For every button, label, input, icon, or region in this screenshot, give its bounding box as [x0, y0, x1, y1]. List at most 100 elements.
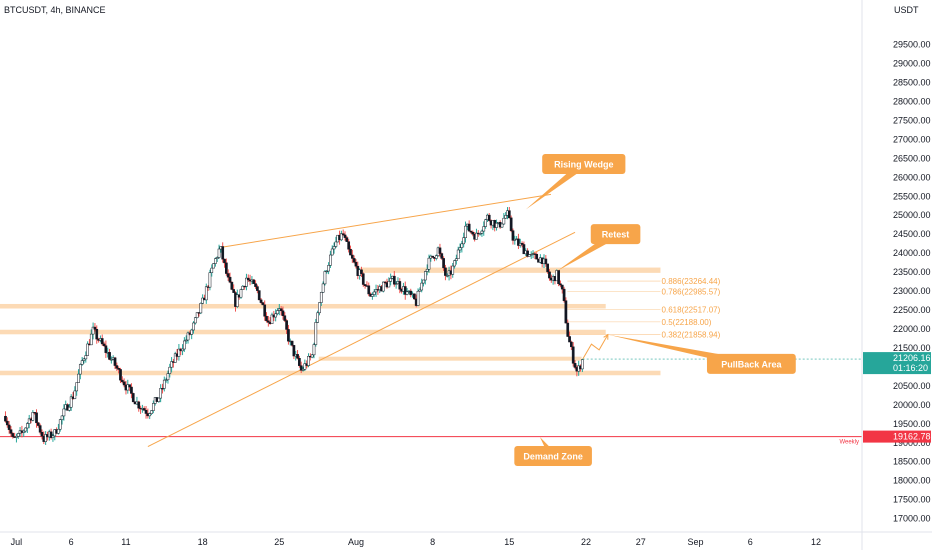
candle-body [164, 379, 168, 381]
candle-body [571, 346, 575, 364]
candle-body [274, 313, 278, 318]
y-tick-label: 27500.00 [893, 115, 931, 125]
candle-body [252, 279, 256, 284]
candle-body [214, 258, 217, 264]
candle-body [193, 317, 197, 324]
fib-label: 0.382(21858.94) [662, 330, 721, 339]
zone-rect [0, 329, 606, 335]
candle-body [217, 248, 221, 258]
candle-body [478, 233, 482, 235]
candle-body [144, 410, 148, 414]
candle-body [403, 286, 407, 295]
candle-body [7, 424, 11, 430]
candle-body [504, 215, 508, 219]
callout-label: Demand Zone [523, 452, 583, 462]
candle-body [279, 308, 283, 312]
candle-body [475, 232, 478, 240]
candle-body [148, 413, 152, 417]
candle-body [535, 254, 539, 260]
candle-body [398, 281, 402, 290]
candle-body [511, 230, 515, 241]
candle-body [382, 281, 385, 292]
x-tick-label: Aug [348, 537, 364, 547]
candle-body [199, 303, 203, 314]
candle-body [162, 379, 166, 389]
candle-body [420, 282, 424, 291]
candle-body [292, 345, 296, 357]
candle-body [261, 302, 265, 306]
candle-body [120, 379, 124, 383]
y-tick-label: 24000.00 [893, 248, 931, 258]
candle-body [573, 363, 577, 368]
candle-body [422, 279, 425, 284]
candle-body [86, 343, 89, 356]
time-axis[interactable]: Jul 6 11 18 25 Aug 8 15 22 27 Sep 6 12 [0, 531, 932, 547]
candle-body [325, 270, 329, 273]
candle-body [283, 315, 287, 321]
fibonacci-layer: 0.886(23264.44) 0.786(22985.57) 0.618(2251… [0, 277, 862, 446]
x-tick-label: Jul [11, 537, 23, 547]
candle-body [440, 253, 444, 259]
candle-body [195, 312, 199, 318]
y-tick-label: 17500.00 [893, 495, 931, 505]
callout-box [706, 353, 796, 374]
candle-body [91, 326, 95, 335]
wedge-trendline [220, 193, 552, 248]
candle-body [270, 314, 274, 324]
candle-body [75, 382, 79, 392]
candle-body [186, 332, 190, 341]
candle-body [372, 291, 376, 295]
candle-body [73, 390, 77, 399]
candle-body [226, 273, 230, 278]
x-tick-label: 8 [430, 537, 435, 547]
fib-label: 0.786(22985.57) [662, 288, 721, 297]
price-axis[interactable]: 17000.00 17500.00 18000.00 18500.00 19000.00… [861, 0, 931, 550]
candle-body [184, 339, 188, 342]
candle-body [24, 427, 27, 432]
candle-body [131, 393, 135, 403]
candle-body [232, 289, 236, 293]
candle-body [77, 373, 80, 383]
candle-body [319, 292, 323, 303]
candle-body [254, 283, 257, 287]
candle-body [151, 403, 155, 411]
candle-body [170, 361, 173, 368]
candle-body [35, 412, 38, 424]
candle-body [235, 294, 239, 307]
candle-body [520, 242, 524, 245]
candle-body [78, 364, 82, 375]
candle-body [431, 255, 434, 258]
candle-body [312, 344, 316, 356]
candle-body [360, 269, 363, 274]
candle-body [405, 291, 409, 295]
candle-body [557, 270, 560, 285]
weekly-price-badge [863, 430, 931, 443]
candle-body [265, 315, 268, 322]
candle-body [480, 230, 484, 234]
candle-body [239, 289, 243, 298]
x-tick-label: 6 [69, 537, 74, 547]
candle-body [15, 435, 18, 438]
candle-body [564, 300, 568, 324]
candle-body [442, 258, 445, 269]
candle-body [49, 431, 53, 438]
candle-body [350, 254, 354, 259]
candle-body [157, 397, 161, 402]
candle-body [409, 290, 413, 296]
candle-body [467, 223, 471, 232]
candle-body [192, 322, 195, 331]
candle-body [128, 384, 131, 388]
candle-body [113, 357, 117, 366]
y-tick-label: 24500.00 [893, 229, 931, 239]
callout-box [542, 154, 626, 175]
candle-body [296, 354, 299, 359]
current-price-value: 21206.16 [893, 353, 931, 363]
candle-body [528, 254, 531, 257]
candle-body [181, 348, 184, 352]
candle-body [361, 273, 365, 285]
candle-body [548, 271, 551, 279]
candle-body [142, 408, 146, 411]
candle-body [423, 271, 427, 281]
candle-body [100, 338, 104, 345]
